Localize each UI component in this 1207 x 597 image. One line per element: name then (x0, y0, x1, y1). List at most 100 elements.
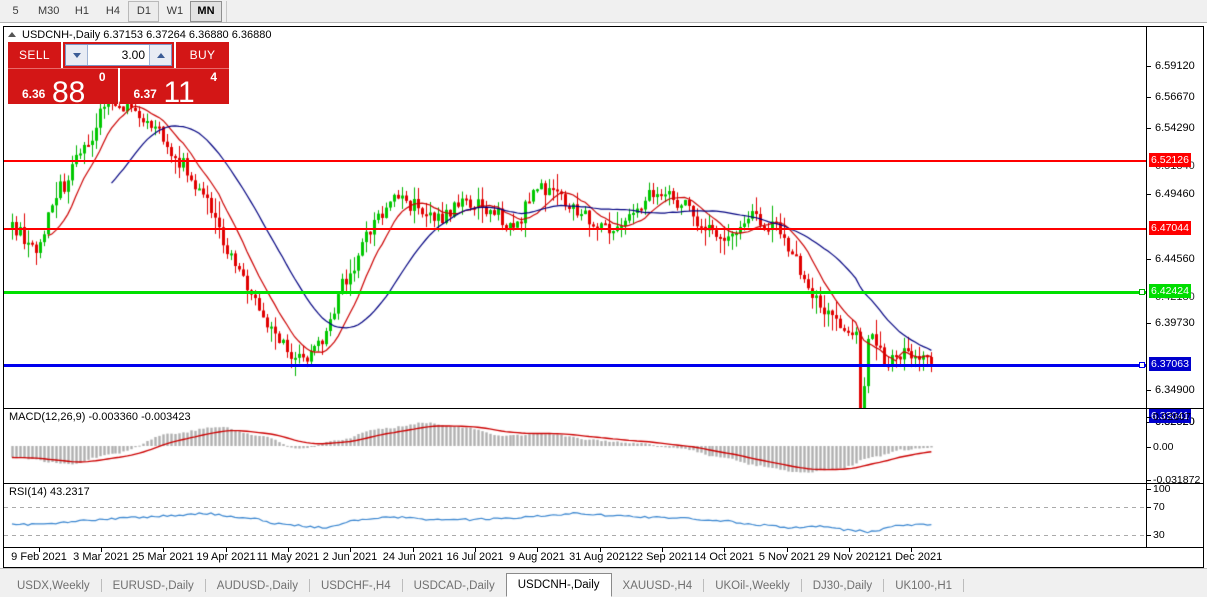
price-level-line[interactable] (4, 291, 1146, 294)
time-tick-label: 3 Mar 2021 (73, 551, 129, 563)
macd-pane[interactable]: MACD(12,26,9) -0.003360 -0.003423 0.0260… (4, 408, 1203, 486)
time-tick-label: 21 Dec 2021 (879, 551, 943, 563)
time-tick (413, 548, 414, 552)
timeframe-toolbar: 5 M30 H1 H4 D1 W1 MN (0, 0, 1207, 23)
sell-price-main: 88 (52, 76, 86, 109)
time-tick-label: 9 Feb 2021 (11, 551, 67, 563)
chart-tab-dj30--daily[interactable]: DJ30-,Daily (812, 580, 873, 592)
macd-tick (1147, 447, 1151, 448)
time-tick-label: 31 Aug 2021 (569, 551, 631, 563)
buy-button[interactable]: BUY (176, 42, 229, 68)
price-level-line[interactable] (4, 364, 1146, 367)
macd-label: MACD(12,26,9) -0.003360 -0.003423 (8, 411, 192, 423)
price-level-anchor[interactable] (1139, 362, 1145, 368)
time-tick (787, 548, 788, 552)
timeframe-button-mn[interactable]: MN (190, 0, 222, 22)
chart-tabs-bar: USDX,Weekly EURUSD-,Daily AUDUSD-,Daily USD… (0, 568, 1207, 597)
rsi-tick (1147, 535, 1151, 536)
time-tick (226, 548, 227, 552)
chevron-down-icon (72, 52, 81, 58)
price-level-badge[interactable]: 6.52126 (1149, 153, 1191, 167)
price-level-badge[interactable]: 6.42424 (1149, 284, 1191, 298)
volume-decrease-button[interactable] (66, 45, 88, 65)
price-tick (1147, 390, 1151, 391)
time-tick (163, 548, 164, 552)
time-tick (39, 548, 40, 552)
price-tick (1147, 323, 1151, 324)
rsi-body (4, 484, 1146, 558)
chart-tab-uk100--h1[interactable]: UK100-,H1 (895, 580, 953, 592)
volume-input-box[interactable]: 3.00 (65, 44, 172, 66)
tab-divider (308, 579, 310, 592)
time-tick (288, 548, 289, 552)
time-tick-label: 11 May 2021 (256, 551, 320, 563)
rsi-tick (1147, 489, 1151, 490)
chart-tab-usdcad--daily[interactable]: USDCAD-,Daily (413, 580, 495, 592)
volume-control: 3.00 (63, 42, 174, 68)
volume-increase-button[interactable] (149, 45, 171, 65)
rsi-pane[interactable]: RSI(14) 43.2317 10070300 (4, 483, 1203, 559)
price-level-line[interactable] (4, 160, 1146, 162)
one-click-trading-panel[interactable]: SELL 3.00 BUY 6.36 88 0 (8, 42, 229, 108)
time-tick (537, 548, 538, 552)
sell-price-cell[interactable]: 6.36 88 0 (8, 68, 118, 108)
time-tick-label: 14 Oct 2021 (694, 551, 754, 563)
tab-divider (100, 579, 102, 592)
price-tick (1147, 66, 1151, 67)
price-level-badge[interactable]: 6.37063 (1149, 357, 1191, 371)
price-tick-label: 6.34900 (1155, 384, 1195, 396)
time-tick (350, 548, 351, 552)
chart-tab-eurusd--daily[interactable]: EURUSD-,Daily (112, 580, 194, 592)
rsi-tick (1147, 507, 1151, 508)
rsi-tick-label: 30 (1153, 529, 1165, 541)
time-tick (849, 548, 850, 552)
macd-body (4, 409, 1146, 483)
price-tick (1147, 194, 1151, 195)
volume-value[interactable]: 3.00 (121, 48, 145, 62)
chevron-up-icon (156, 52, 165, 58)
time-tick (662, 548, 663, 552)
price-scale[interactable]: 6.59120 6.56670 6.54290 6.49460 6.44560 6.397… (1146, 27, 1203, 428)
chart-tab-usdcnh--daily[interactable]: USDCNH-,Daily (505, 573, 612, 597)
buy-price-prefix: 6.37 (133, 87, 157, 101)
price-tick-label: 6.39730 (1155, 317, 1195, 329)
rsi-canvas (4, 484, 1146, 558)
rsi-label: RSI(14) 43.2317 (8, 486, 91, 498)
rsi-tick-label: 100 (1153, 483, 1171, 495)
price-level-anchor[interactable] (1139, 289, 1145, 295)
timeframe-button-w1[interactable]: W1 (159, 0, 191, 22)
timeframe-button-h4[interactable]: H4 (97, 0, 129, 22)
timeframe-button-h1[interactable]: H1 (66, 0, 98, 22)
chart-tab-xauusd--h4[interactable]: XAUUSD-,H4 (622, 580, 693, 592)
chart-tab-audusd--daily[interactable]: AUDUSD-,Daily (216, 580, 298, 592)
macd-tick-label: 0.00 (1153, 441, 1174, 453)
timeframe-button-5[interactable]: 5 (0, 0, 31, 22)
price-level-badge[interactable]: 6.47044 (1149, 221, 1191, 235)
time-tick (475, 548, 476, 552)
chart-tab-usdchf--h4[interactable]: USDCHF-,H4 (320, 580, 391, 592)
time-tick (600, 548, 601, 552)
time-scale[interactable]: 9 Feb 2021 3 Mar 2021 25 Mar 2021 19 Apr 20… (4, 547, 1203, 567)
price-tick-label: 6.49460 (1155, 188, 1195, 200)
sell-button[interactable]: SELL (8, 42, 61, 68)
timeframe-button-d1[interactable]: D1 (128, 0, 160, 22)
timeframe-button-m30[interactable]: M30 (31, 0, 67, 22)
tab-divider (204, 579, 206, 592)
time-tick-label: 22 Sep 2021 (630, 551, 694, 563)
buy-price-cell[interactable]: 6.37 11 4 (119, 68, 229, 108)
price-level-badge[interactable]: 6.33041 (1149, 409, 1191, 423)
time-tick-label: 19 Apr 2021 (196, 551, 256, 563)
buy-price-main: 11 (163, 76, 195, 109)
time-tick-label: 16 Jul 2021 (446, 551, 504, 563)
price-tick-label: 6.44560 (1155, 253, 1195, 265)
macd-tick (1147, 480, 1151, 481)
time-tick-label: 2 Jun 2021 (322, 551, 378, 563)
chart-tab-usdx-weekly[interactable]: USDX,Weekly (17, 580, 90, 592)
tab-divider (401, 579, 403, 592)
macd-tick (1147, 417, 1151, 418)
time-tick-label: 29 Nov 2021 (817, 551, 881, 563)
price-level-line[interactable] (4, 228, 1146, 230)
chart-tab-ukoil--weekly[interactable]: UKOil-,Weekly (715, 580, 790, 592)
time-tick (101, 548, 102, 552)
